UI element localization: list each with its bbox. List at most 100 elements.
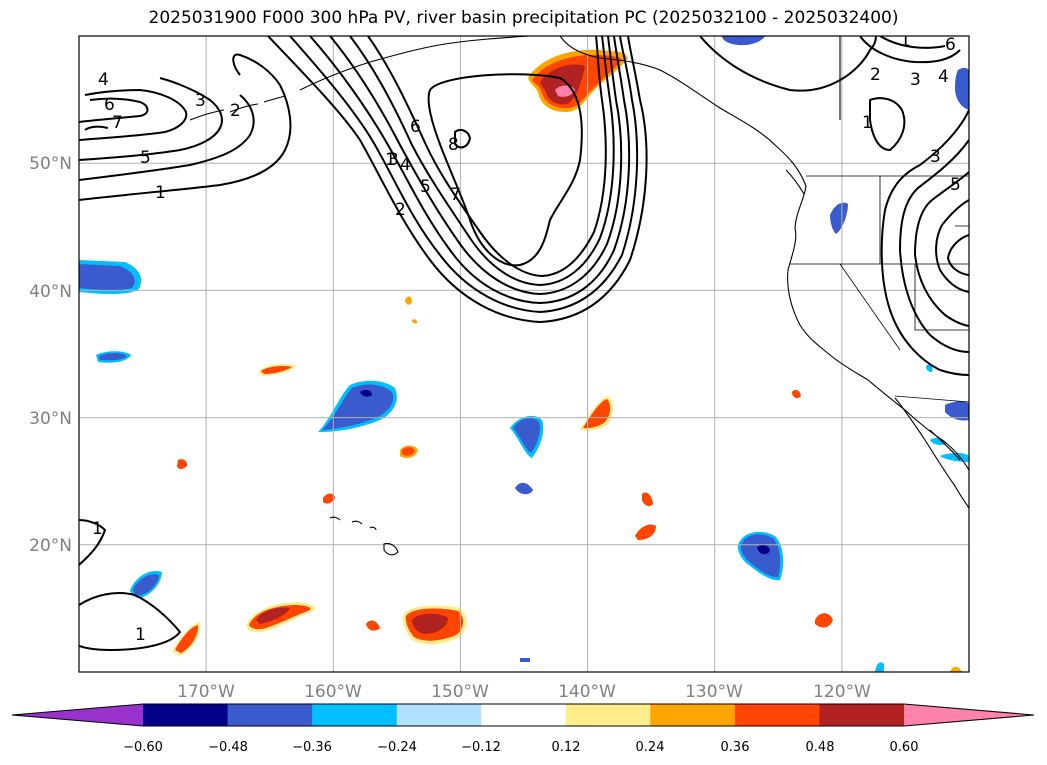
alaska-coastline [299, 36, 531, 91]
pv-contour [79, 88, 188, 141]
precip-blob-positive [249, 605, 311, 630]
pv-contours [79, 36, 969, 652]
precip-blob-positive [950, 666, 962, 672]
colorbar-tick-label: −0.36 [292, 740, 332, 755]
contour-label: 8 [448, 135, 459, 155]
colorbar-segment [227, 704, 313, 726]
contour-label: 5 [140, 148, 151, 168]
pv-contour [79, 77, 223, 161]
contour-label: 1 [92, 519, 103, 539]
aleutian-islands [189, 95, 286, 121]
political-borders [790, 175, 969, 403]
vancouver-island [785, 169, 805, 195]
contour-label: 3 [910, 70, 921, 90]
lon-label-150w: 150°W [431, 682, 489, 702]
contour-label: 7 [450, 185, 461, 205]
pv-contour [898, 139, 969, 353]
colorbar-tick-label: −0.12 [461, 740, 501, 755]
precip-blob-positive [792, 389, 801, 399]
pv-contour [699, 36, 877, 92]
colorbar-segment [312, 704, 398, 726]
precip-blob-negative [722, 36, 765, 46]
pv-contour [79, 519, 107, 566]
us-mexico-border [894, 395, 969, 403]
colorbar-segment [143, 704, 229, 726]
lat-label-40: 40°N [29, 282, 72, 302]
colorbar-segment [650, 704, 736, 726]
pv-contour [859, 36, 961, 64]
longitude-labels: 170°W 160°W 150°W 140°W 130°W 120°W [177, 682, 871, 702]
pv-contour [454, 129, 472, 149]
precip-blob-negative [79, 264, 135, 291]
contour-label: 4 [938, 67, 949, 87]
colorbar-tick-label: 0.48 [806, 740, 835, 755]
pv-contour [79, 97, 149, 123]
coastlines [189, 36, 969, 556]
contour-label: 2 [870, 65, 881, 85]
contour-label: 1 [900, 31, 911, 51]
pv-contour [289, 36, 639, 314]
colorbar [11, 703, 1035, 727]
precip-blob-negative [360, 389, 372, 397]
lon-label-160w: 160°W [304, 682, 362, 702]
precip-blob-negative [515, 482, 533, 495]
pv-contour [79, 94, 255, 181]
lon-label-120w: 120°W [813, 682, 871, 702]
colorbar-tick-label: 0.60 [890, 740, 919, 755]
lat-label-50: 50°N [29, 154, 72, 174]
precip-blob-positive [256, 607, 290, 624]
contour-labels: 4 6 7 3 2 5 1 1 2 3 4 5 6 7 8 1 3 4 5 6 … [92, 31, 961, 645]
colorbar-tick-label: −0.48 [208, 740, 248, 755]
colorbar-segment [396, 704, 482, 726]
colorbar-tick-label: 0.24 [636, 740, 665, 755]
precip-blob-positive [402, 447, 415, 456]
colorbar-tick-label: −0.24 [377, 740, 417, 755]
contour-label: 7 [112, 113, 123, 133]
contour-label: 1 [135, 625, 146, 645]
colorbar-extend-high [904, 704, 1034, 726]
pv-contour [879, 36, 946, 49]
map-gridlines [79, 36, 969, 672]
latitude-labels: 50°N 40°N 30°N 20°N [29, 154, 72, 556]
contour-label: 3 [930, 147, 941, 167]
lat-label-20: 20°N [29, 536, 72, 556]
pv-contour [367, 36, 607, 278]
contour-label: 2 [230, 101, 241, 121]
precip-blob-negative [322, 384, 394, 430]
contour-label: 6 [410, 117, 421, 137]
precipitation-anomaly-shading [79, 36, 969, 672]
precip-blob-negative [513, 418, 540, 453]
colorbar-segment [819, 704, 905, 726]
precip-blob-negative [99, 353, 127, 361]
lon-label-140w: 140°W [558, 682, 616, 702]
precip-blob-positive [323, 493, 335, 504]
colorbar-segment [565, 704, 651, 726]
precip-blob-positive [366, 620, 380, 631]
precip-blob-positive [175, 625, 199, 653]
hawaii-islands [329, 516, 399, 556]
precip-blob-positive [412, 613, 448, 634]
precip-blob-positive [583, 399, 611, 429]
pv-contour [79, 592, 182, 652]
pv-contour [946, 234, 969, 276]
colorbar-tick-label: −0.60 [123, 740, 163, 755]
pv-contour [427, 73, 583, 267]
pv-contour [329, 36, 623, 296]
contour-label: 1 [155, 183, 166, 203]
contour-label: 3 [388, 150, 399, 170]
precip-blob-positive [635, 524, 656, 540]
pv-contour [267, 36, 648, 324]
state-borders [790, 176, 969, 351]
precip-blob-positive [642, 492, 653, 507]
precip-blob-positive [815, 613, 833, 628]
pv-contour [79, 53, 292, 201]
contour-label: 6 [104, 95, 115, 115]
contour-label: 5 [420, 177, 431, 197]
lat-label-30: 30°N [29, 409, 72, 429]
precip-blob-positive [412, 319, 418, 324]
precip-blob-negative [955, 67, 969, 110]
colorbar-outline [11, 703, 1035, 727]
contour-label: 1 [862, 113, 873, 133]
colorbar-extend-low [12, 704, 143, 726]
colorbar-segment [481, 704, 567, 726]
